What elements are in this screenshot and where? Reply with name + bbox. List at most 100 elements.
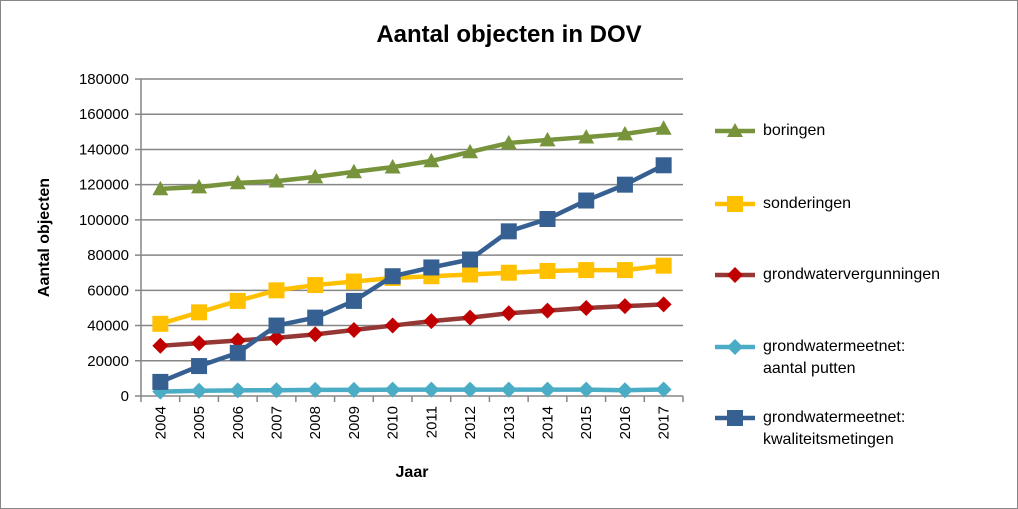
x-tick-label: 2010 (385, 406, 402, 439)
legend-swatch (715, 196, 755, 212)
x-tick-label: 2009 (346, 406, 363, 439)
data-point (152, 315, 169, 332)
data-point (500, 264, 517, 281)
x-tick-label: 2012 (462, 406, 479, 439)
data-point (191, 178, 208, 194)
x-tick-label: 2013 (501, 406, 518, 439)
legend-swatch (715, 339, 755, 355)
data-point (423, 313, 440, 330)
legend-item: grondwatermeetnet: kwaliteitsmetingen (713, 407, 953, 451)
x-tick-label: 2011 (423, 406, 440, 438)
data-point (462, 251, 479, 268)
data-point (423, 152, 440, 168)
data-point (307, 168, 324, 184)
data-point (229, 292, 246, 309)
data-point (423, 381, 440, 398)
data-point (578, 129, 595, 144)
data-point (462, 266, 479, 283)
data-point (578, 381, 595, 398)
data-point (616, 382, 633, 399)
data-point (345, 273, 362, 290)
data-point (307, 277, 324, 294)
legend-swatch (715, 123, 755, 137)
data-point (229, 344, 246, 361)
legend-label: boringen (763, 122, 826, 139)
data-point (500, 223, 517, 240)
data-point (384, 317, 401, 334)
y-tick-label: 160000 (79, 106, 129, 123)
data-point (500, 381, 517, 398)
data-point (578, 299, 595, 316)
data-point (616, 176, 633, 193)
data-point (268, 173, 285, 188)
x-tick-label: 2008 (307, 406, 324, 439)
series-line (160, 126, 664, 192)
data-point (307, 326, 324, 343)
legend-item: grondwatermeetnet: aantal putten (713, 336, 953, 380)
x-tick-label: 2005 (191, 406, 208, 439)
data-point (655, 157, 672, 174)
legend-label: grondwatermeetnet: aantal putten (763, 338, 906, 377)
data-point (423, 259, 440, 276)
data-point (539, 131, 556, 147)
x-tick-label: 2004 (152, 406, 169, 439)
data-point (191, 358, 208, 375)
data-point (229, 174, 246, 190)
data-point (191, 382, 208, 399)
data-point (191, 304, 208, 321)
data-point (384, 381, 401, 398)
data-point (539, 381, 556, 398)
y-tick-label: 100000 (79, 212, 129, 229)
x-tick-label: 2006 (230, 406, 247, 439)
y-tick-label: 180000 (79, 71, 129, 88)
x-tick-label: 2016 (617, 406, 634, 439)
data-point (152, 373, 169, 390)
data-point (539, 262, 556, 279)
data-point (500, 305, 517, 322)
legend-item: boringen (713, 120, 1003, 142)
data-point (345, 292, 362, 309)
data-point (462, 143, 479, 159)
data-point (616, 262, 633, 279)
data-point (655, 381, 672, 398)
data-point (268, 329, 285, 346)
data-point (307, 381, 324, 398)
y-tick-label: 140000 (79, 141, 129, 158)
y-tick-label: 80000 (87, 247, 129, 264)
legend-swatch (715, 267, 755, 283)
x-tick-label: 2014 (540, 406, 557, 439)
data-point (229, 382, 246, 399)
legend-label: sonderingen (763, 195, 852, 212)
y-tick-label: 120000 (79, 177, 129, 194)
data-point (345, 163, 362, 179)
data-point (268, 282, 285, 299)
data-point (229, 332, 246, 349)
data-point (578, 192, 595, 209)
data-point (152, 337, 169, 354)
x-tick-label: 2015 (578, 406, 595, 439)
data-point (655, 296, 672, 313)
data-point (345, 381, 362, 398)
data-point (152, 180, 169, 196)
data-point (616, 298, 633, 315)
x-axis-title: Jaar (396, 464, 429, 481)
x-tick-label: 2017 (656, 406, 673, 439)
data-point (384, 268, 401, 285)
legend-label: grondwatervergunningen (763, 266, 941, 283)
y-tick-label: 60000 (87, 282, 129, 299)
y-tick-label: 20000 (87, 353, 129, 370)
data-point (578, 262, 595, 279)
data-point (462, 309, 479, 326)
data-point (655, 120, 672, 135)
data-point (191, 335, 208, 352)
data-point (500, 134, 517, 150)
legend-item: sonderingen (713, 193, 1003, 215)
y-tick-label: 0 (121, 388, 129, 405)
data-point (539, 302, 556, 319)
data-point (539, 211, 556, 228)
y-axis-title: Aantal objecten (36, 178, 53, 297)
x-tick-label: 2007 (269, 406, 286, 439)
data-point (655, 257, 672, 274)
